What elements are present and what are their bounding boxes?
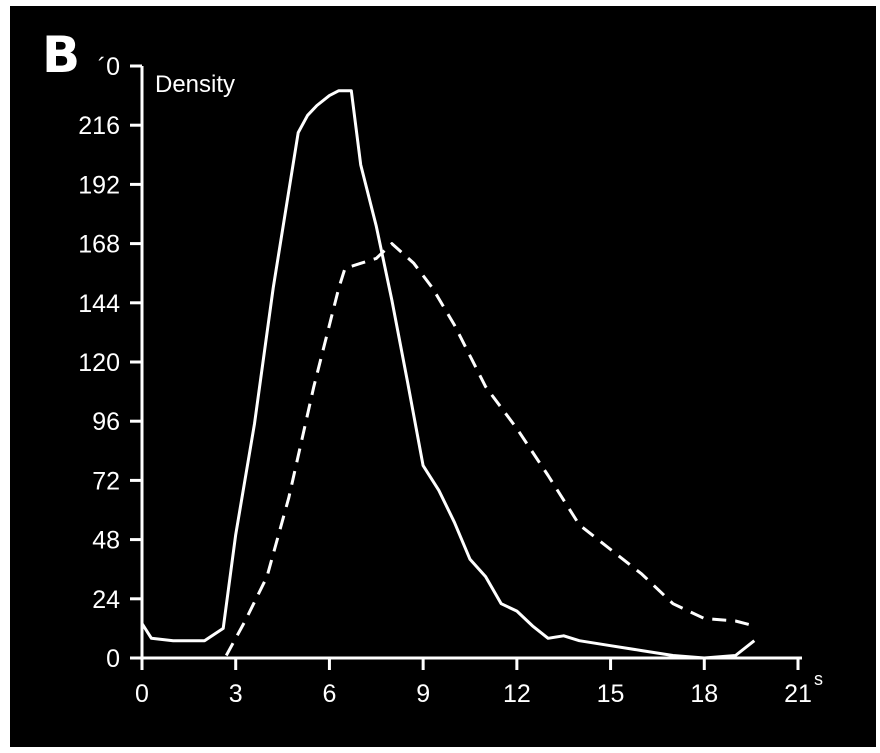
y-tick-label: 168 <box>78 231 120 259</box>
x-tick-label: 6 <box>322 680 336 708</box>
y-tick-label: 0 <box>106 645 120 673</box>
y-tick-label: 48 <box>92 527 120 555</box>
x-tick-label: 15 <box>597 680 625 708</box>
x-tick-label: 21 <box>784 680 812 708</box>
y-tick-label: 144 <box>78 290 120 318</box>
axes <box>132 66 802 668</box>
x-tick-label: 3 <box>229 680 243 708</box>
y-tick-label: 24 <box>92 586 120 614</box>
y-tick-label: ´0 <box>98 53 120 81</box>
solid-density-line <box>140 89 756 660</box>
y-ticks: 0 24 48 72 96 120 144 168 192 216 ´0 <box>78 53 142 673</box>
dashed-density-line <box>224 242 755 657</box>
x-tick-label: 18 <box>690 680 718 708</box>
panel-label: B <box>42 26 81 84</box>
y-tick-label: 72 <box>92 467 120 495</box>
y-tick-label: 216 <box>78 112 120 140</box>
y-tick-label: 120 <box>78 349 120 377</box>
y-tick-label: 192 <box>78 171 120 199</box>
x-tick-label: 0 <box>135 680 149 708</box>
x-ticks: 0 3 6 9 12 15 18 21 <box>135 658 812 708</box>
x-tick-label: 12 <box>503 680 531 708</box>
y-axis-label: Density <box>155 71 235 98</box>
chart-frame: 0 24 48 72 96 120 144 168 192 216 ´0 0 3 6 9 12 15 18 21 … <box>10 6 876 747</box>
x-tick-label: 9 <box>416 680 430 708</box>
x-axis-unit-label: s <box>814 669 823 689</box>
y-tick-label: 96 <box>92 408 120 436</box>
series-layer <box>140 89 756 660</box>
